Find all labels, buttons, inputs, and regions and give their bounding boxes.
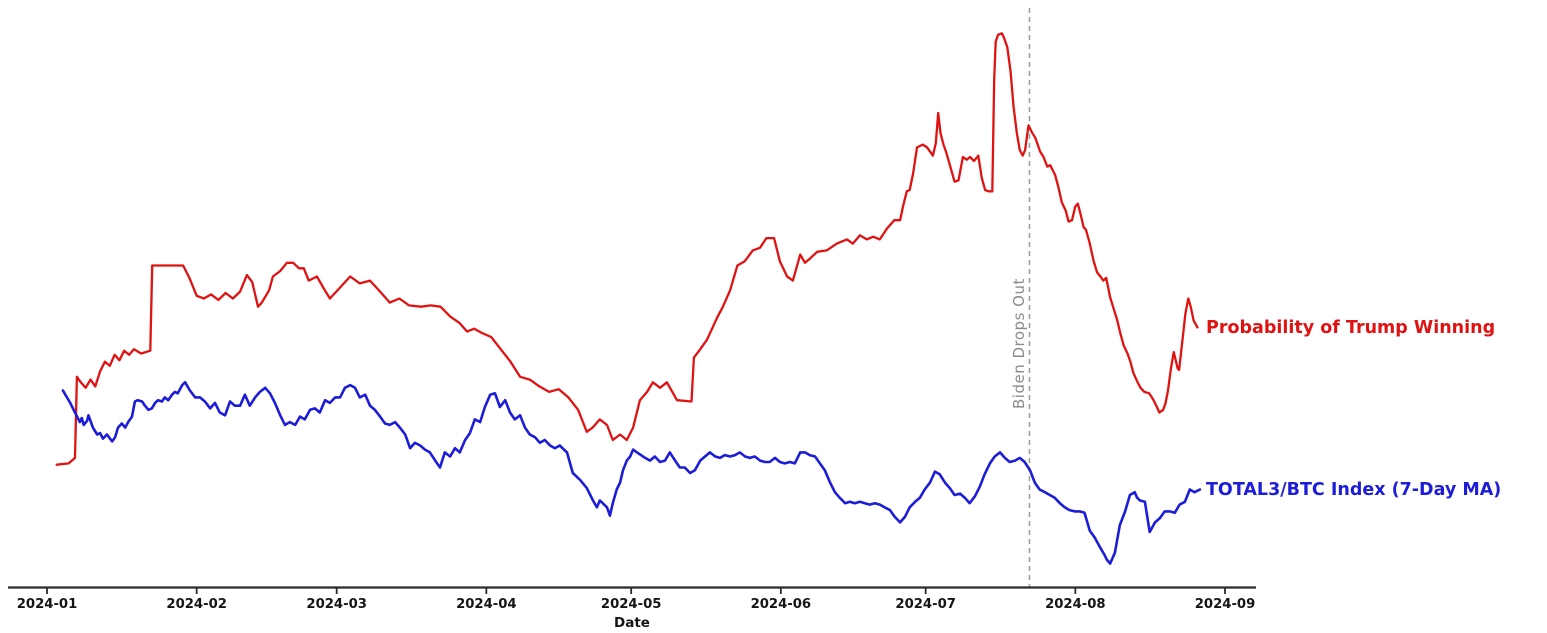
- x-tick-label: 2024-05: [600, 597, 662, 612]
- x-axis-title: Date: [614, 615, 650, 631]
- series-label-trump-probability: Probability of Trump Winning: [1206, 318, 1496, 338]
- x-tick-label: 2024-07: [895, 597, 956, 612]
- x-tick-label: 2024-09: [1194, 597, 1256, 612]
- x-tick-label: 2024-01: [16, 597, 78, 612]
- x-tick-label: 2024-06: [750, 597, 812, 612]
- x-tick-label: 2024-03: [306, 597, 367, 612]
- x-tick-label: 2024-02: [166, 597, 227, 612]
- total3-btc-line: [61, 381, 1202, 565]
- trump-probability-line: [55, 32, 1199, 466]
- x-tick-label: 2024-08: [1045, 597, 1106, 612]
- x-tick-label: 2024-04: [456, 597, 517, 612]
- series-label-total3-btc: TOTAL3/BTC Index (7-Day MA): [1206, 480, 1502, 500]
- biden-drops-out-annotation: Biden Drops Out: [1010, 278, 1028, 409]
